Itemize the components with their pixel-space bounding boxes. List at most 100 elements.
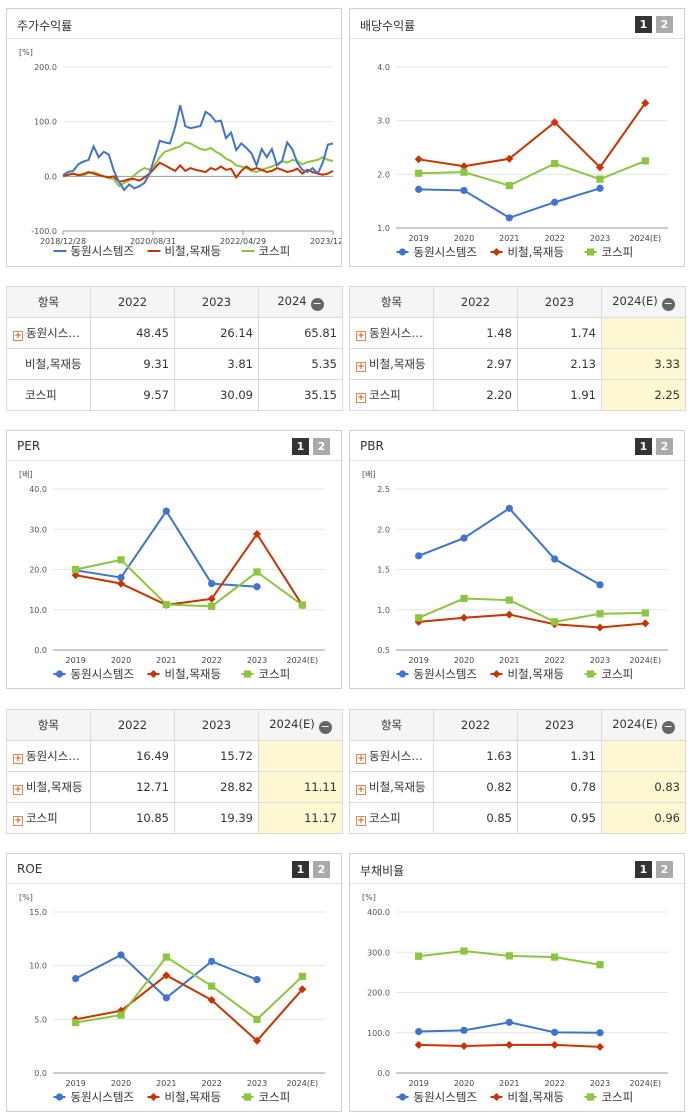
panel-header: PBR 1 2 [350, 431, 684, 461]
cell-2024e: 2.25 [601, 379, 686, 411]
x-tick-label: 2021 [499, 656, 519, 665]
col-header-item: 항목 [6, 709, 91, 741]
data-point-blue [117, 573, 125, 582]
table-row: 코스피 9.57 30.09 35.15 [6, 379, 343, 411]
cell-2023: 1.31 [517, 740, 602, 772]
row-name-cell[interactable]: + 동원시스… [349, 740, 434, 772]
view-1-button[interactable]: 1 [635, 16, 652, 33]
data-point-blue [551, 198, 559, 206]
data-point-red [298, 985, 307, 994]
expand-icon[interactable]: + [356, 754, 366, 764]
expand-icon[interactable]: + [356, 816, 366, 826]
y-tick-label: 0.0 [34, 1069, 47, 1078]
cell-2022: 0.85 [433, 802, 518, 834]
legend-label-red: 비철,목재등 [165, 1090, 222, 1104]
data-point-red [505, 154, 514, 163]
view-1-button[interactable]: 1 [292, 861, 309, 878]
x-tick-label: 2022 [544, 1079, 564, 1088]
col-header-item: 항목 [349, 286, 434, 318]
cell-2022: 2.97 [433, 348, 518, 380]
col-header-2024e: 2024(E) − [601, 286, 686, 318]
y-tick-label: 400.0 [367, 908, 390, 917]
legend-marker-red [149, 670, 158, 678]
y-tick-label: 20.0 [29, 566, 47, 575]
legend-label-red: 비철,목재등 [508, 1090, 565, 1104]
x-tick-label: 2018/12/28 [40, 237, 86, 246]
cell-2022: 9.57 [90, 379, 175, 411]
view-1-button[interactable]: 1 [635, 438, 652, 455]
legend-label-green: 코스피 [602, 1090, 634, 1104]
row-name-cell[interactable]: + 동원시스… [6, 740, 91, 772]
collapse-icon[interactable]: − [661, 719, 675, 734]
data-point-red [253, 529, 261, 538]
view-2-button[interactable]: 2 [656, 438, 673, 455]
legend-marker-red [492, 1093, 501, 1101]
row-name: 비철,목재등 [26, 780, 83, 794]
cell-2024e: 3.33 [601, 348, 686, 380]
row-name-cell[interactable]: + 동원시스… [349, 317, 434, 349]
data-point-green [505, 952, 513, 960]
series-line-red [75, 532, 304, 606]
view-2-button[interactable]: 2 [313, 438, 330, 455]
row-name-cell[interactable]: + 동원시스… [6, 317, 91, 349]
data-point-green [505, 182, 513, 190]
data-point-green [460, 947, 468, 955]
expand-icon[interactable]: + [356, 785, 366, 795]
data-point-green [72, 565, 80, 574]
data-point-green [117, 1011, 125, 1019]
row-name-cell[interactable]: + 비철,목재등 [6, 771, 91, 803]
legend-label-green: 코스피 [602, 667, 634, 681]
expand-icon[interactable]: + [13, 331, 23, 341]
row-name-cell[interactable]: + 비철,목재등 [349, 348, 434, 380]
expand-icon[interactable]: + [356, 331, 366, 341]
row-name: 코스피 [26, 811, 58, 825]
legend-label-blue: 동원시스템즈 [71, 244, 134, 258]
legend-marker-red [492, 670, 501, 678]
x-tick-label: 2019 [408, 234, 428, 243]
panel-title: ROE [17, 862, 43, 876]
roe-panel: ROE 1 2 [%] 15.0 10.0 5.0 0.0 2019 2020 2021 202… [6, 853, 342, 1112]
data-point-red [117, 579, 125, 588]
data-point-blue [415, 185, 423, 193]
row-name-cell[interactable]: + 코스피 [349, 802, 434, 834]
col-header-2023: 2023 [517, 709, 602, 741]
y-tick-label: 100.0 [34, 118, 57, 127]
y-tick-label: 1.0 [377, 606, 390, 615]
dividend-yield-panel: 배당수익률 1 2 4.0 3.0 2.0 1.0 2019 2020 2021 2022 20… [349, 8, 685, 267]
stock-return-panel: 주가수익률 [%] 200.0 100.0 0.0 -100.0 2018/12/28 20… [6, 8, 342, 267]
x-tick-label: 2019 [65, 656, 85, 665]
expand-icon[interactable]: + [13, 754, 23, 764]
legend-marker-green [243, 670, 252, 678]
collapse-icon[interactable]: − [310, 296, 324, 311]
legend-label-blue: 동원시스템즈 [414, 245, 477, 259]
cell-2023: 28.82 [174, 771, 259, 803]
data-point-green [208, 982, 216, 990]
cell-2024e [601, 740, 686, 772]
data-point-blue [505, 1018, 513, 1026]
collapse-icon[interactable]: − [661, 296, 675, 311]
expand-icon[interactable]: + [13, 816, 23, 826]
data-point-red [550, 118, 559, 127]
series-line-green [418, 159, 646, 187]
view-2-button[interactable]: 2 [313, 861, 330, 878]
expand-icon[interactable]: + [356, 362, 366, 372]
view-2-button[interactable]: 2 [656, 16, 673, 33]
row-name-cell[interactable]: + 코스피 [349, 379, 434, 411]
legend-marker-blue [55, 1093, 64, 1101]
view-1-button[interactable]: 1 [292, 438, 309, 455]
row-name-cell[interactable]: + 비철,목재등 [349, 771, 434, 803]
view-1-button[interactable]: 1 [635, 861, 652, 878]
collapse-icon[interactable]: − [318, 719, 332, 734]
col-header-2022: 2022 [433, 709, 518, 741]
expand-icon[interactable]: + [356, 393, 366, 403]
data-point-green [253, 568, 261, 576]
col-header-2022: 2022 [433, 286, 518, 318]
col-header-2024e: 2024(E) − [258, 709, 343, 741]
cell-2024: 35.15 [258, 379, 343, 411]
view-2-button[interactable]: 2 [656, 861, 673, 878]
y-tick-label: 5.0 [34, 1015, 47, 1024]
expand-icon[interactable]: + [13, 785, 23, 795]
pbr-chart: [배]2.5 2.0 1.5 1.0 0.5 2019 2020 2021 2022 2023 20… [362, 470, 668, 681]
row-name-cell[interactable]: + 코스피 [6, 802, 91, 834]
cell-2022: 0.82 [433, 771, 518, 803]
